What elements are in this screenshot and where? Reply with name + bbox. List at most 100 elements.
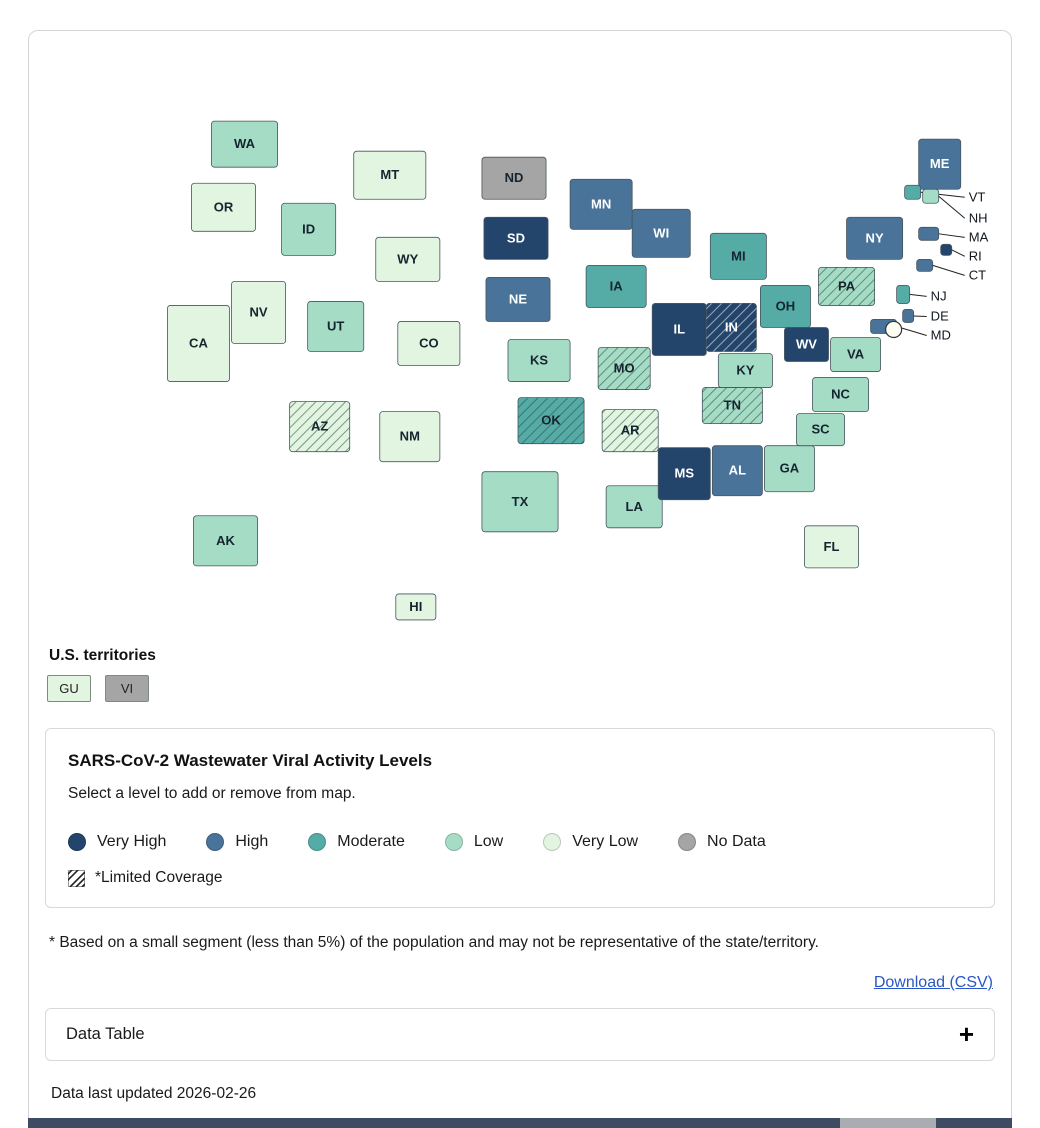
state-WV[interactable]: WV xyxy=(784,327,829,362)
state-AZ[interactable]: AZ xyxy=(289,401,351,453)
state-IN[interactable]: IN xyxy=(705,303,757,352)
svg-text:RI: RI xyxy=(969,248,982,263)
state-MI[interactable]: MI xyxy=(709,232,767,280)
svg-text:TN: TN xyxy=(724,398,741,413)
high-dot-icon xyxy=(206,833,225,851)
svg-text:OR: OR xyxy=(214,199,234,214)
territory-GU[interactable]: GU xyxy=(47,675,91,702)
svg-text:AK: AK xyxy=(216,533,235,548)
state-TX[interactable]: TX xyxy=(481,471,559,533)
legend-item-moderate[interactable]: Moderate xyxy=(308,833,405,851)
svg-text:WI: WI xyxy=(653,225,669,240)
legend-item-label: Very High xyxy=(97,833,167,850)
svg-text:MS: MS xyxy=(675,466,695,481)
state-CT[interactable]: CT xyxy=(916,258,986,282)
state-ID[interactable]: ID xyxy=(281,202,337,256)
state-NM[interactable]: NM xyxy=(379,411,441,463)
state-NE[interactable]: NE xyxy=(485,276,551,322)
state-SC[interactable]: SC xyxy=(796,413,845,447)
svg-text:UT: UT xyxy=(327,318,344,333)
state-GA[interactable]: GA xyxy=(764,445,815,493)
svg-text:WA: WA xyxy=(234,136,256,151)
state-MS[interactable]: MS xyxy=(657,447,711,501)
svg-text:NV: NV xyxy=(250,304,268,319)
state-AK[interactable]: AK xyxy=(193,515,258,567)
legend-item-limited-coverage[interactable]: *Limited Coverage xyxy=(68,869,972,887)
state-NJ[interactable]: NJ xyxy=(896,284,947,304)
territory-VI[interactable]: VI xyxy=(105,675,149,702)
legend-item-low[interactable]: Low xyxy=(444,833,504,851)
footer-strip xyxy=(28,1118,1012,1128)
state-MA[interactable]: MA xyxy=(918,226,989,244)
state-TN[interactable]: TN xyxy=(701,387,763,425)
svg-text:VA: VA xyxy=(847,347,865,362)
state-SD[interactable]: SD xyxy=(483,216,549,260)
state-DE[interactable]: DE xyxy=(902,308,949,323)
data-table-toggle[interactable]: Data Table + xyxy=(45,1008,995,1061)
legend-item-very_high[interactable]: Very High xyxy=(68,833,166,851)
svg-text:MT: MT xyxy=(380,167,399,182)
state-MT[interactable]: MT xyxy=(353,150,427,200)
state-RI[interactable]: RI xyxy=(940,243,982,263)
svg-text:DE: DE xyxy=(931,308,949,323)
svg-text:WY: WY xyxy=(397,251,418,266)
state-WY[interactable]: WY xyxy=(375,236,441,282)
us-map-area: WA OR CA NV ID MT WY UT CO AZ NM ND SD NE KS OK TX MN IA MO… xyxy=(45,47,997,643)
state-AL[interactable]: AL xyxy=(711,445,763,497)
state-MO[interactable]: MO xyxy=(597,347,651,390)
legend-item-label: High xyxy=(235,833,269,850)
state-PA[interactable]: PA xyxy=(818,266,875,306)
no_data-dot-icon xyxy=(678,833,697,851)
state-FL[interactable]: FL xyxy=(804,525,859,569)
svg-text:SD: SD xyxy=(507,230,525,245)
state-OR[interactable]: OR xyxy=(191,182,256,232)
data-table-label: Data Table xyxy=(66,1024,145,1043)
legend-items: Very High High Moderate Low Very Low No Data xyxy=(68,833,972,851)
dc-zoom-circle[interactable] xyxy=(885,320,903,339)
legend-title: SARS-CoV-2 Wastewater Viral Activity Lev… xyxy=(68,751,433,770)
state-WI[interactable]: WI xyxy=(631,208,691,258)
legend-item-no_data[interactable]: No Data xyxy=(678,833,766,851)
very_low-dot-icon xyxy=(543,833,562,851)
state-ND[interactable]: ND xyxy=(481,156,547,200)
legend-item-label: Moderate xyxy=(337,833,405,850)
state-ME[interactable]: ME xyxy=(918,138,962,190)
territories-row: GU VI xyxy=(47,675,995,702)
state-OK[interactable]: OK xyxy=(517,397,585,445)
svg-text:CT: CT xyxy=(969,267,986,282)
state-NH[interactable]: NH xyxy=(922,188,988,225)
state-KS[interactable]: KS xyxy=(507,339,571,382)
state-NC[interactable]: NC xyxy=(812,377,869,413)
svg-text:MA: MA xyxy=(969,229,989,244)
last-updated-text: Data last updated 2026-02-26 xyxy=(51,1084,257,1102)
state-HI[interactable]: HI xyxy=(395,593,437,621)
state-WA[interactable]: WA xyxy=(211,120,278,168)
legend-item-label: Low xyxy=(473,833,504,850)
legend-item-label: No Data xyxy=(707,833,766,850)
svg-text:OH: OH xyxy=(776,298,796,313)
state-LA[interactable]: LA xyxy=(605,485,663,529)
state-NV[interactable]: NV xyxy=(231,280,287,344)
state-MN[interactable]: MN xyxy=(569,178,633,230)
state-VA[interactable]: VA xyxy=(830,337,882,372)
legend-item-high[interactable]: High xyxy=(206,833,268,851)
state-NY[interactable]: NY xyxy=(846,216,904,260)
legend-item-label: Very Low xyxy=(572,833,639,850)
svg-text:MN: MN xyxy=(591,196,611,211)
state-AR[interactable]: AR xyxy=(601,409,659,453)
territories-section: U.S. territories GU VI xyxy=(45,647,995,702)
svg-text:MD: MD xyxy=(931,327,951,342)
state-IL[interactable]: IL xyxy=(651,303,707,356)
state-KY[interactable]: KY xyxy=(717,353,773,388)
state-IA[interactable]: IA xyxy=(585,264,647,308)
state-CA[interactable]: CA xyxy=(167,305,230,382)
state-OH[interactable]: OH xyxy=(760,284,811,328)
svg-text:CO: CO xyxy=(419,336,439,351)
state-UT[interactable]: UT xyxy=(307,301,365,352)
svg-text:VT: VT xyxy=(969,189,986,204)
svg-text:TX: TX xyxy=(512,494,529,509)
state-CO[interactable]: CO xyxy=(397,321,461,366)
legend-item-very_low[interactable]: Very Low xyxy=(543,833,638,851)
download-csv-link[interactable]: Download (CSV) xyxy=(873,974,993,991)
territories-label: U.S. territories xyxy=(49,647,156,664)
